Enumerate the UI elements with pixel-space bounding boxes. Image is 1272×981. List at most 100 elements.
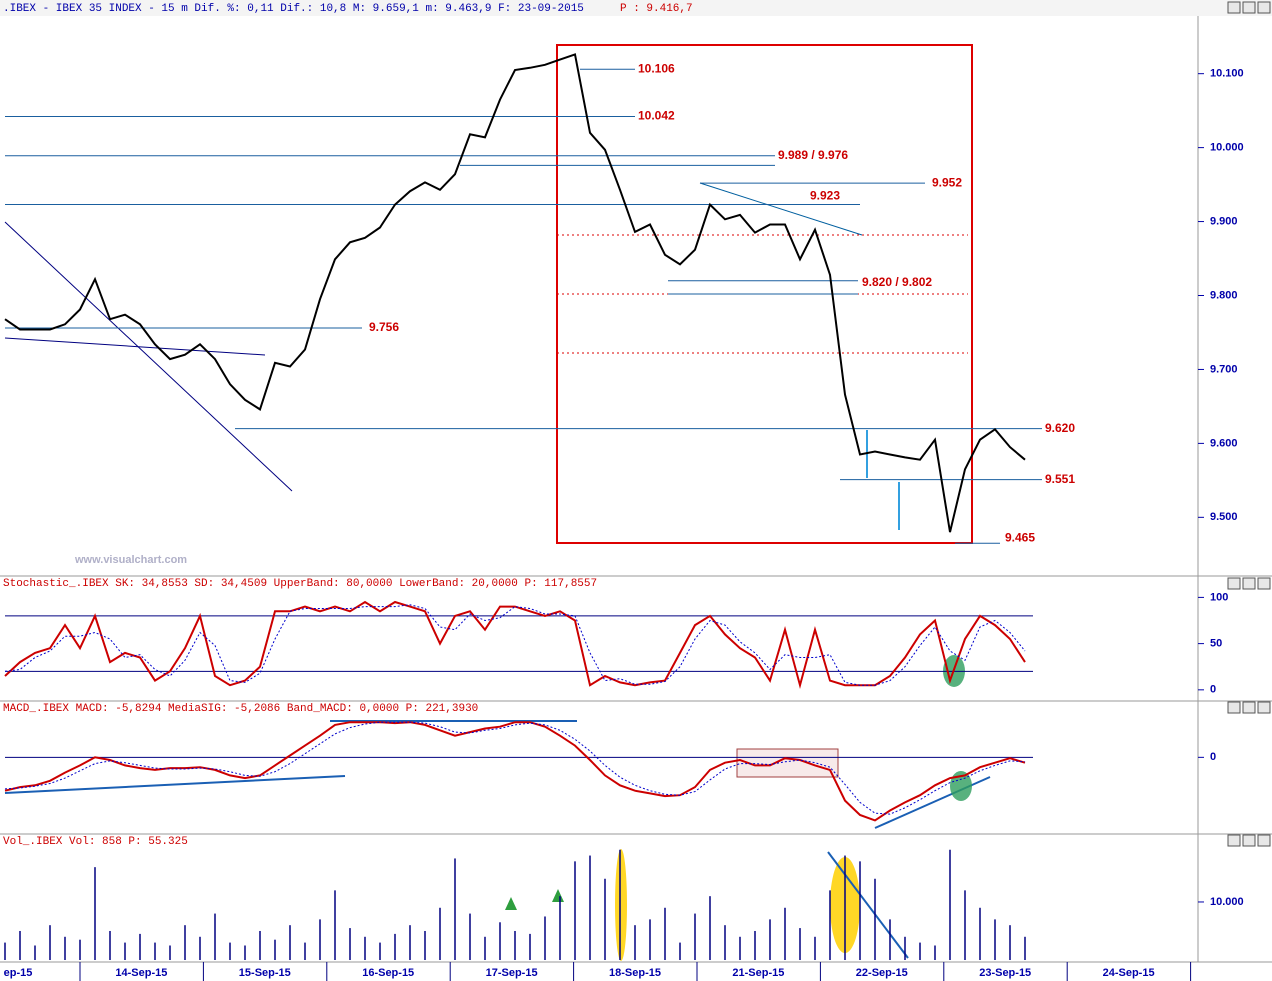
minimize-button[interactable]: [1227, 701, 1241, 714]
volume-bar: [259, 930, 261, 960]
highlight-box: [736, 748, 839, 778]
close-button[interactable]: [1257, 1, 1271, 14]
volume-bar: [139, 933, 141, 960]
minimize-button[interactable]: [1227, 1, 1241, 14]
close-button[interactable]: [1257, 701, 1271, 714]
volume-bar: [739, 936, 741, 960]
pane-title: MACD_.IBEX MACD: -5,8294 MediaSIG: -5,20…: [3, 703, 478, 715]
indicator-line: [4, 721, 1026, 822]
volume-bar: [964, 890, 966, 960]
highlight-ellipse: [615, 849, 627, 961]
volume-bar: [199, 936, 201, 960]
volume-bar: [19, 930, 21, 960]
volume-bar: [49, 925, 51, 960]
volume-bar: [484, 936, 486, 960]
volume-bar: [109, 930, 111, 960]
volume-bar: [529, 933, 531, 960]
volume-bar: [334, 890, 336, 960]
volume-bar: [154, 942, 156, 960]
level-label: 9.923: [810, 189, 840, 203]
volume-bar: [649, 919, 651, 960]
volume-bar: [589, 855, 591, 960]
volume-bar: [1024, 936, 1026, 960]
volume-bar: [319, 919, 321, 960]
maximize-button[interactable]: [1242, 701, 1256, 714]
level-label: 10.106: [638, 61, 675, 75]
trend-line: [699, 182, 863, 236]
volume-bar: [889, 919, 891, 960]
volume-bar: [784, 907, 786, 960]
minimize-button[interactable]: [1227, 577, 1241, 590]
arrow-icons: [505, 889, 564, 910]
y-tick-label: 9.600: [1210, 437, 1238, 449]
close-button[interactable]: [1257, 834, 1271, 847]
volume-bar: [754, 930, 756, 960]
indicator-line: [4, 604, 1026, 686]
pane-title: Vol_.IBEX Vol: 858 P: 55.325: [3, 836, 188, 848]
minimize-button[interactable]: [1227, 834, 1241, 847]
pane-title: Stochastic_.IBEX SK: 34,8553 SD: 34,4509…: [3, 578, 597, 590]
volume-bar: [394, 933, 396, 960]
volume-bar: [979, 907, 981, 960]
volume-bar: [409, 925, 411, 960]
volume-bar: [304, 942, 306, 960]
volume-bar: [949, 849, 951, 960]
trend-channel: [4, 337, 266, 356]
volume-bar: [844, 855, 846, 960]
volume-bar: [79, 939, 81, 960]
volume-bar: [499, 922, 501, 960]
volume-bar: [604, 878, 606, 960]
indicator-line: [4, 600, 1026, 690]
volume-bar: [799, 928, 801, 960]
y-tick-label: 10.000: [1210, 142, 1244, 154]
volume-bar: [919, 942, 921, 960]
x-tick-label: 16-Sep-15: [362, 967, 414, 979]
volume-bar: [544, 916, 546, 960]
header-price: P : 9.416,7: [620, 3, 693, 15]
level-label: 10.042: [638, 109, 675, 123]
volume-bar: [1009, 925, 1011, 960]
volume-bar: [634, 925, 636, 960]
volume-bar: [769, 919, 771, 960]
level-label: 9.620: [1045, 421, 1075, 435]
volume-bar: [454, 858, 456, 960]
price-line: [4, 53, 1026, 533]
volume-bar: [694, 913, 696, 960]
x-tick-label: 15-Sep-15: [239, 967, 291, 979]
y-tick-label: 9.700: [1210, 363, 1238, 375]
volume-bar: [229, 942, 231, 960]
volume-bar: [709, 896, 711, 960]
x-tick-label: 18-Sep-15: [609, 967, 661, 979]
maximize-button[interactable]: [1242, 577, 1256, 590]
header-bar: [0, 0, 1272, 16]
x-tick-label: 22-Sep-15: [856, 967, 908, 979]
close-button[interactable]: [1257, 577, 1271, 590]
y-tick-label: 10.000: [1210, 896, 1244, 908]
volume-bar: [364, 936, 366, 960]
indicator-line: [4, 721, 1026, 815]
trend-line: [4, 775, 346, 794]
volume-bar: [724, 925, 726, 960]
level-label: 9.820 / 9.802: [862, 275, 932, 289]
maximize-button[interactable]: [1242, 834, 1256, 847]
x-tick-label: 14-Sep-15: [115, 967, 167, 979]
volume-bar: [814, 936, 816, 960]
highlight-ellipse: [950, 771, 972, 801]
x-tick-label: ep-15: [4, 967, 33, 979]
level-label: 9.989 / 9.976: [778, 148, 848, 162]
header-title: .IBEX - IBEX 35 INDEX - 15 m Dif. %: 0,1…: [3, 3, 584, 15]
volume-bar: [214, 913, 216, 960]
volume-bar: [34, 945, 36, 960]
level-label: 9.551: [1045, 472, 1075, 486]
y-tick-label: 0: [1210, 751, 1216, 763]
maximize-button[interactable]: [1242, 1, 1256, 14]
watermark: www.visualchart.com: [74, 554, 187, 566]
volume-bar: [574, 861, 576, 960]
volume-bar: [904, 936, 906, 960]
volume-bar: [619, 849, 621, 960]
level-label: 9.952: [932, 175, 962, 189]
trend-channel: [4, 221, 293, 492]
level-label: 9.465: [1005, 530, 1035, 544]
volume-bar: [349, 928, 351, 960]
